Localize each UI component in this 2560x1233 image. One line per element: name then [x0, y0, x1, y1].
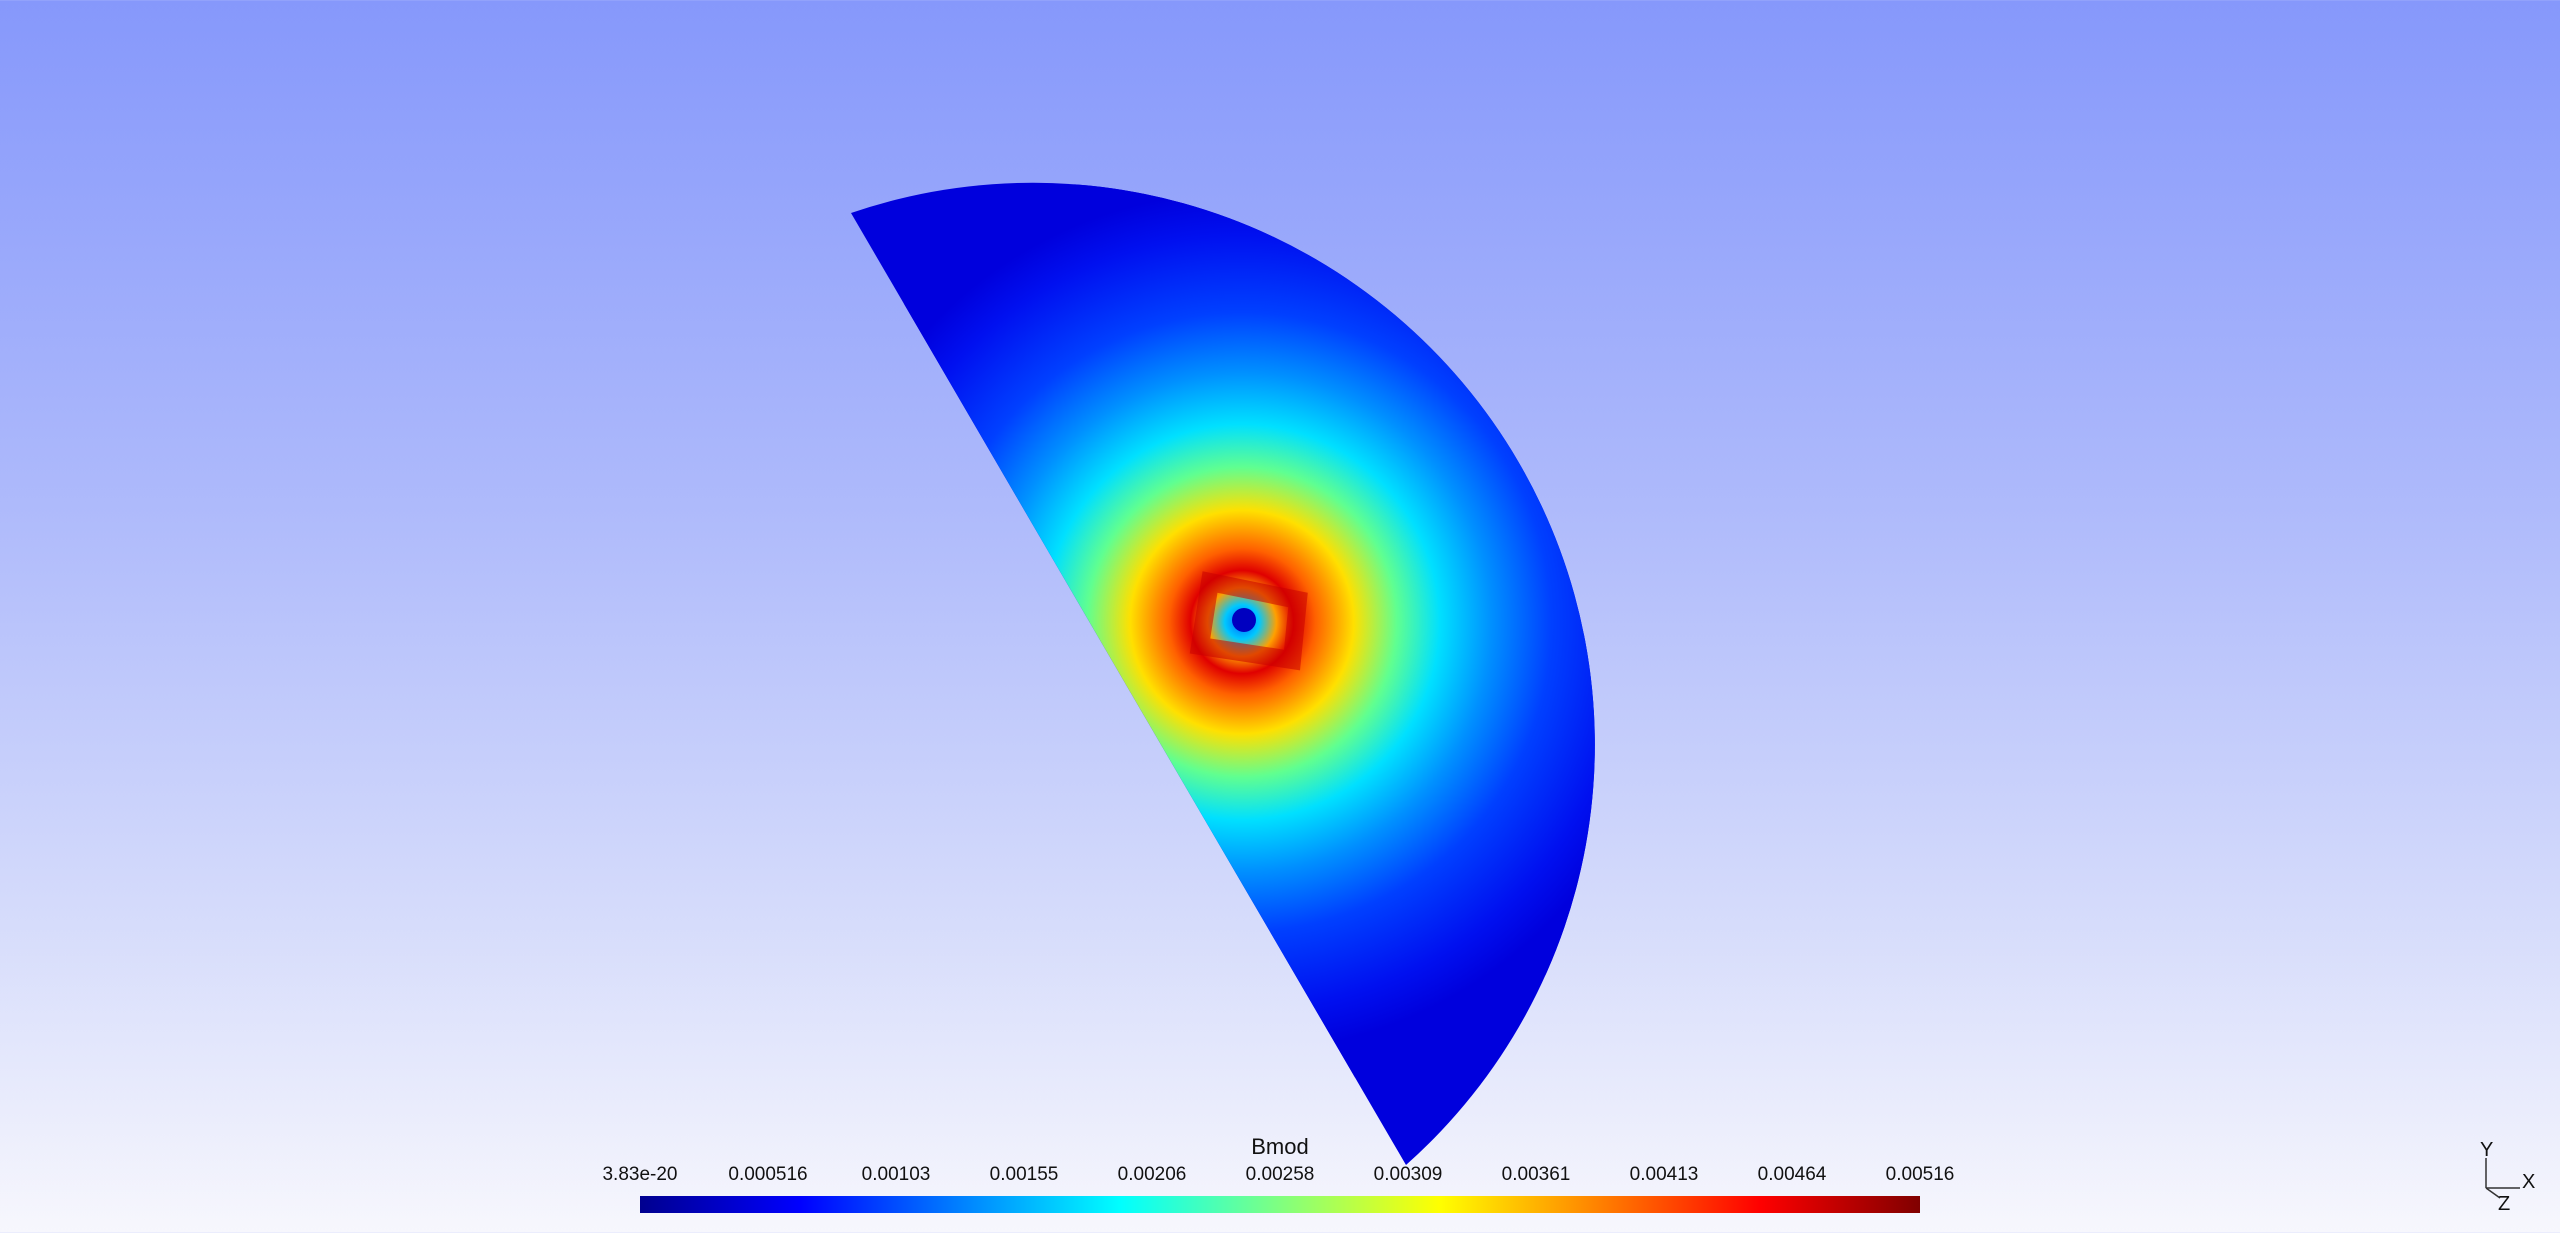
- z-axis-line: [2485, 1187, 2501, 1199]
- y-axis-label: Y: [2480, 1140, 2493, 1161]
- scalar-bar-tick-label: 0.00206: [1117, 1164, 1187, 1185]
- coil-outline: [1189, 571, 1308, 671]
- scalar-bar-ramp: [640, 1196, 1920, 1213]
- scalar-bar-tick-label: 0.00155: [989, 1164, 1059, 1185]
- scalar-bar-tick-label: 0.00103: [861, 1164, 931, 1185]
- scalar-bar-tick-label: 0.000516: [728, 1164, 808, 1185]
- scalar-bar-tick-label: 0.00361: [1501, 1164, 1571, 1185]
- scalar-bar-tick-label: 0.00516: [1885, 1164, 1955, 1185]
- field-sector: [851, 182, 1595, 1165]
- z-axis-label: Z: [2498, 1193, 2510, 1212]
- scalar-bar-tick-label: 0.00258: [1245, 1164, 1315, 1185]
- scalar-bar-title: Bmod: [1251, 1134, 1309, 1159]
- coil-center: [1232, 608, 1256, 632]
- scalar-bar-tick-label: 0.00309: [1373, 1164, 1443, 1185]
- orientation-axes: Y X Z: [2480, 1140, 2535, 1212]
- x-axis-label: X: [2522, 1171, 2535, 1193]
- scalar-bar-tick-label: 3.83e-20: [602, 1164, 678, 1185]
- scalar-bar-labels: 3.83e-20 0.000516 0.00103 0.00155 0.00206 0.0…: [596, 1164, 1958, 1190]
- scalar-bar-tick-label: 0.00464: [1757, 1164, 1827, 1185]
- scalar-bar-tick-label: 0.00413: [1629, 1164, 1699, 1185]
